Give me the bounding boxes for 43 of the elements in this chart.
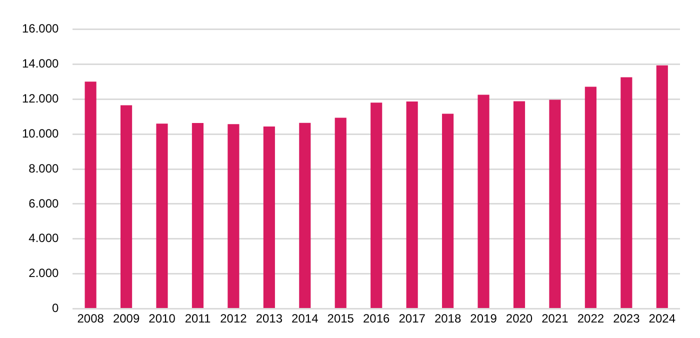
x-tick-label: 2015: [327, 311, 354, 326]
x-tick-label: 2022: [577, 311, 604, 326]
bar: [656, 65, 668, 308]
y-tick-label: 14.000: [22, 56, 60, 70]
x-tick-label: 2017: [398, 311, 426, 326]
x-tick-label: 2024: [648, 311, 676, 326]
bar: [156, 124, 168, 308]
y-tick-label: 0: [52, 301, 60, 316]
bar: [549, 100, 561, 308]
y-tick-label: 10.000: [22, 126, 60, 140]
y-tick-label: 12.000: [22, 91, 60, 106]
bar: [263, 126, 275, 308]
x-tick-label: 2023: [613, 311, 640, 326]
bar: [299, 122, 311, 308]
bar: [228, 124, 240, 308]
y-tick-label: 8.000: [28, 161, 60, 176]
x-tick-label: 2012: [220, 311, 248, 326]
x-tick-label: 2019: [470, 311, 498, 326]
x-tick-label: 2021: [542, 311, 569, 326]
x-tick-label: 2009: [112, 311, 140, 326]
y-tick-label: 2.000: [28, 266, 60, 280]
bar: [442, 114, 454, 308]
bar: [334, 118, 346, 308]
y-tick-label: 16.000: [22, 22, 60, 36]
x-tick-label: 2018: [434, 311, 462, 326]
y-tick-label: 4.000: [28, 231, 60, 246]
bar: [584, 86, 596, 308]
bar: [192, 123, 204, 308]
bar: [120, 105, 132, 308]
x-tick-label: 2014: [292, 311, 319, 326]
bar: [370, 102, 382, 308]
x-tick-label: 2010: [148, 311, 176, 326]
x-tick-label: 2020: [506, 311, 533, 326]
x-tick-label: 2011: [184, 311, 211, 326]
bar: [478, 94, 490, 308]
bar: [84, 82, 96, 308]
x-tick-label: 2016: [363, 311, 390, 326]
bar: [620, 77, 632, 308]
y-tick-label: 6.000: [28, 196, 60, 210]
x-tick-label: 2008: [77, 311, 104, 326]
x-tick-label: 2013: [256, 311, 283, 326]
bar: [513, 101, 526, 308]
bar: [406, 102, 418, 308]
